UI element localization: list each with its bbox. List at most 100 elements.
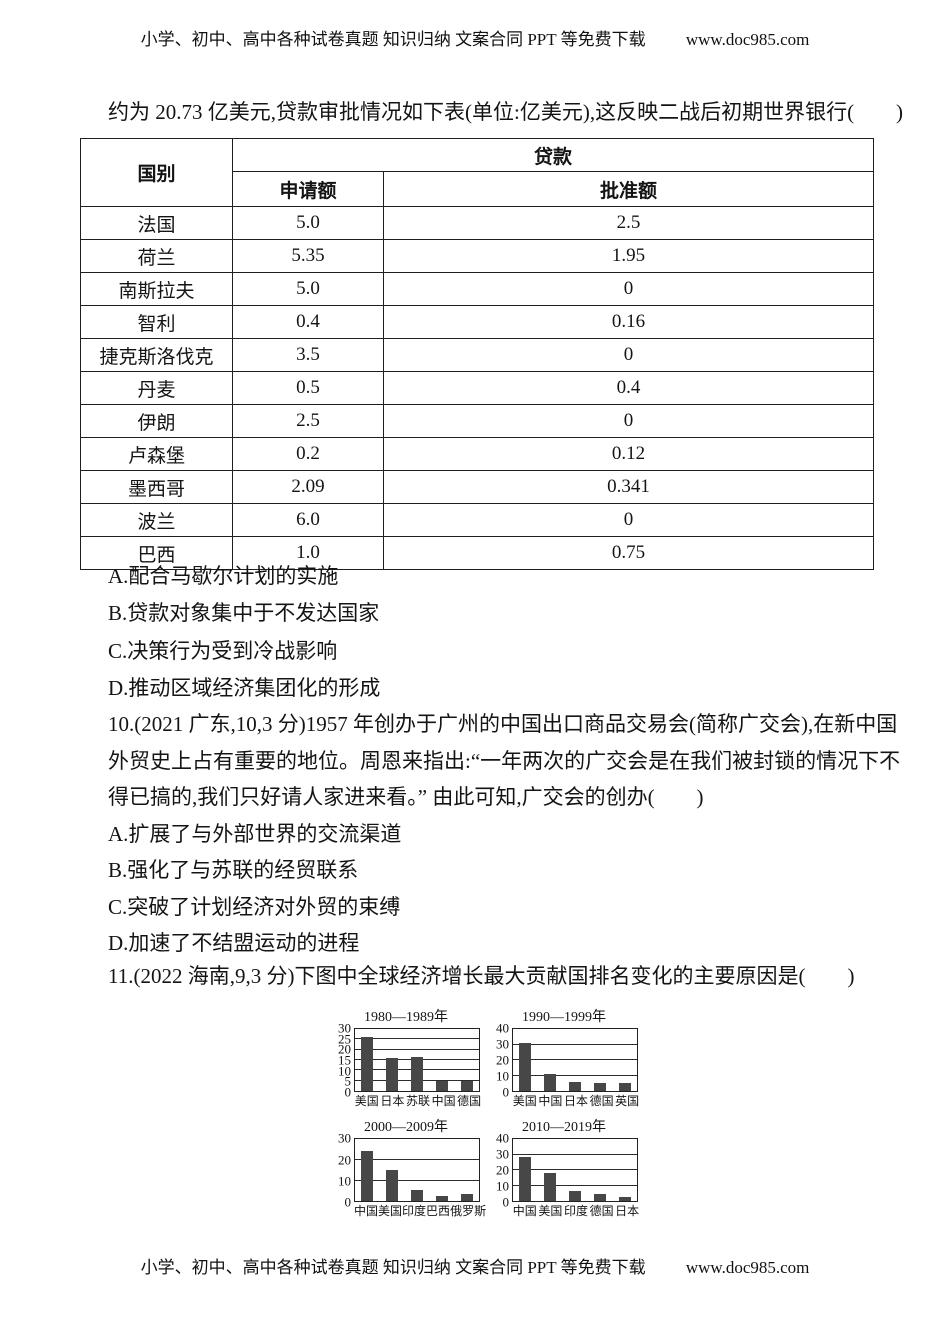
bar-德国 xyxy=(593,1193,606,1202)
gridline xyxy=(355,1159,479,1161)
cell-country: 智利 xyxy=(80,305,233,339)
option-a: A.扩展了与外部世界的交流渠道 xyxy=(108,821,402,846)
cell-approved: 1.95 xyxy=(382,239,875,273)
cell-applied: 2.09 xyxy=(232,470,384,504)
x-tick-label: 英国 xyxy=(615,1094,640,1108)
chart-title: 1990—1999年 xyxy=(522,1010,606,1025)
cell-country: 荷兰 xyxy=(80,239,233,273)
bar-中国 xyxy=(435,1080,448,1091)
y-axis: 0 5 10 15 20 25 30 xyxy=(330,1022,354,1099)
option-b: B.贷款对象集中于不发达国家 xyxy=(108,601,380,626)
chart-title: 2000—2009年 xyxy=(364,1120,448,1136)
bar-英国 xyxy=(618,1083,631,1091)
y-tick-label: 30 xyxy=(496,1036,509,1052)
y-tick-label: 10 xyxy=(338,1063,351,1079)
cell-country: 捷克斯洛伐克 xyxy=(80,338,233,372)
bar-俄罗斯 xyxy=(460,1194,473,1202)
x-tick-label: 日本 xyxy=(563,1094,588,1108)
plot-area xyxy=(354,1138,480,1203)
x-tick-label: 印度 xyxy=(402,1204,427,1219)
bar-苏联 xyxy=(411,1056,423,1091)
x-axis-labels: 美国 中国 日本 德国 英国 xyxy=(512,1094,640,1108)
table-row: 捷克斯洛伐克 3.5 0 xyxy=(80,338,875,372)
x-tick-label: 巴西 xyxy=(426,1204,451,1219)
cell-applied: 2.5 xyxy=(232,404,384,438)
option-c: C.决策行为受到冷战影响 xyxy=(108,638,338,663)
cell-approved: 0.75 xyxy=(382,536,875,570)
cell-approved: 0.12 xyxy=(382,437,875,471)
y-tick-label: 20 xyxy=(338,1152,351,1168)
chart-title: 2010—2019年 xyxy=(522,1120,606,1136)
x-tick-label: 苏联 xyxy=(405,1094,430,1108)
question10-line-2: 外贸史上占有重要的地位。周恩来指出:“一年两次的广交会是在我们被封锁的情况下不 xyxy=(108,748,901,773)
y-tick-label: 30 xyxy=(496,1146,509,1162)
cell-applied: 6.0 xyxy=(232,503,384,537)
cell-country: 波兰 xyxy=(80,503,233,537)
bar-中国 xyxy=(519,1157,532,1202)
cell-country: 墨西哥 xyxy=(80,470,233,504)
question11-stem: 11.(2022 海南,9,3 分)下图中全球经济增长最大贡献国排名变化的主要原… xyxy=(108,964,855,988)
bar-德国 xyxy=(460,1080,473,1091)
x-tick-label: 德国 xyxy=(589,1204,614,1219)
y-tick-label: 40 xyxy=(496,1130,509,1146)
gridline xyxy=(513,1074,637,1076)
x-tick-label: 中国 xyxy=(354,1204,379,1219)
cell-approved: 0.341 xyxy=(382,470,875,504)
gridline xyxy=(513,1184,637,1186)
y-tick-label: 0 xyxy=(502,1194,510,1210)
question10-line-1: 10.(2021 广东,10,3 分)1957 年创办于广州的中国出口商品交易会… xyxy=(108,712,898,736)
bar-美国 xyxy=(519,1042,532,1091)
gridline xyxy=(355,1038,479,1040)
cell-approved: 0 xyxy=(382,404,875,438)
y-tick-label: 20 xyxy=(496,1052,509,1068)
cell-approved: 0.4 xyxy=(382,371,875,405)
plot-area xyxy=(512,1138,638,1203)
bar-巴西 xyxy=(435,1196,448,1202)
cell-country: 卢森堡 xyxy=(80,437,233,471)
x-tick-label: 日本 xyxy=(380,1094,405,1108)
table-header-row-1: 国别 贷款 xyxy=(80,138,875,207)
y-tick-label: 0 xyxy=(344,1194,352,1210)
cell-applied: 0.2 xyxy=(232,437,384,471)
gdp-contribution-charts: 1980—1989年 0 5 10 15 20 25 30 美国 日本 苏联 中国 德国 1990—… xyxy=(330,1008,644,1219)
bar-日本 xyxy=(569,1082,581,1091)
bar-印度 xyxy=(569,1190,581,1202)
footer-promo-text: 小学、初中、高中各种试卷真题 知识归纳 文案合同 PPT 等免费下载 xyxy=(140,1258,646,1277)
table-row: 巴西 1.0 0.75 xyxy=(80,536,875,570)
table-row: 荷兰 5.35 1.95 xyxy=(80,239,875,273)
gridline xyxy=(355,1179,479,1181)
x-tick-label: 中国 xyxy=(538,1094,563,1108)
x-tick-label: 美国 xyxy=(354,1094,379,1108)
x-tick-label: 美国 xyxy=(378,1204,403,1219)
cell-approved: 0 xyxy=(382,503,875,537)
y-tick-label: 10 xyxy=(496,1068,509,1084)
cell-applied: 5.35 xyxy=(232,239,384,273)
page-footer: 小学、初中、高中各种试卷真题 知识归纳 文案合同 PPT 等免费下载 www.d… xyxy=(0,1253,950,1278)
option-d: D.推动区域经济集团化的形成 xyxy=(108,676,381,701)
gridline xyxy=(513,1043,637,1045)
cell-approved: 2.5 xyxy=(382,206,875,240)
x-tick-label: 中国 xyxy=(431,1094,456,1108)
cell-applied: 3.5 xyxy=(232,338,384,372)
option-c: C.突破了计划经济对外贸的束缚 xyxy=(108,894,401,919)
gridline xyxy=(513,1059,637,1060)
y-tick-label: 0 xyxy=(344,1084,352,1100)
option-a: A.配合马歇尔计划的实施 xyxy=(108,564,339,588)
question9-intro-line: 约为 20.73 亿美元,贷款审批情况如下表(单位:亿美元),这反映二战后初期世… xyxy=(108,100,904,124)
y-axis: 0 10 20 30 40 xyxy=(488,1022,512,1099)
y-tick-label: 15 xyxy=(338,1052,351,1068)
loan-approval-table: 国别 贷款 申请额 批准额 法国 5.0 2.5 荷兰 5.35 1.95 南斯… xyxy=(80,138,875,570)
question10: 10.(2021 广东,10,3 分)1957 年创办于广州的中国出口商品交易会… xyxy=(108,706,900,962)
cell-approved: 0 xyxy=(382,338,875,372)
bar-chart-1990s: 1990—1999年 0 10 20 30 40 美国 中国 日本 德国 英国 xyxy=(488,1008,640,1108)
cell-country: 南斯拉夫 xyxy=(80,272,233,306)
y-axis: 0 10 20 30 xyxy=(330,1132,354,1209)
x-tick-label: 印度 xyxy=(563,1204,588,1219)
x-axis-labels: 中国 美国 印度 巴西 俄罗斯 xyxy=(354,1204,486,1219)
x-axis-labels: 美国 日本 苏联 中国 德国 xyxy=(354,1094,482,1108)
bar-美国 xyxy=(386,1170,399,1202)
x-tick-label: 德国 xyxy=(589,1094,614,1108)
y-tick-label: 25 xyxy=(338,1031,351,1047)
x-tick-label: 美国 xyxy=(512,1094,537,1108)
x-tick-label: 德国 xyxy=(457,1094,482,1108)
